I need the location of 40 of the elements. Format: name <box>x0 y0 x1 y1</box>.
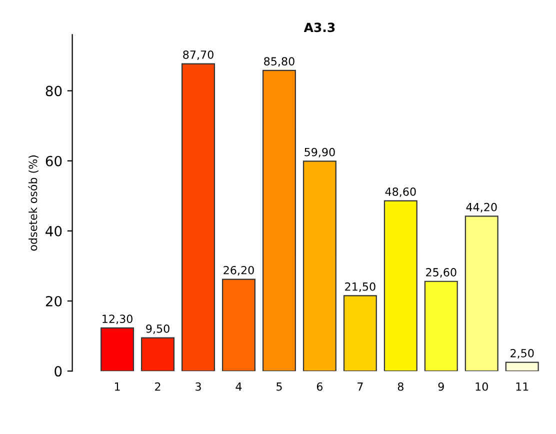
x-tick-label: 7 <box>358 382 363 391</box>
data-label: 12,30 <box>102 314 132 324</box>
y-tick-label: 60 <box>46 156 62 166</box>
data-label: 25,60 <box>426 268 456 278</box>
chart-title: A3.3 <box>304 22 335 32</box>
x-tick-label: 8 <box>398 382 404 391</box>
y-tick-label: 80 <box>46 86 62 96</box>
bar <box>384 200 418 372</box>
data-label: 87,70 <box>183 50 214 60</box>
x-tick-label: 11 <box>516 382 528 391</box>
y-tick-label: 0 <box>54 366 62 377</box>
data-label: 9,50 <box>146 324 170 334</box>
x-tick-label: 9 <box>438 382 444 391</box>
bar <box>100 327 134 372</box>
x-tick-label: 2 <box>155 382 160 391</box>
data-label: 85,80 <box>264 57 294 67</box>
x-tick-label: 3 <box>196 382 201 391</box>
data-label: 21,50 <box>345 282 376 292</box>
bar <box>262 70 296 372</box>
y-axis-title: odsetek osób (%) <box>28 155 38 251</box>
data-label: 44,20 <box>466 202 497 212</box>
data-label: 48,60 <box>385 187 416 197</box>
bar <box>182 63 216 372</box>
x-tick-label: 10 <box>476 382 488 391</box>
data-label: 2,50 <box>510 348 534 359</box>
x-tick-label: 1 <box>114 382 120 391</box>
y-tick-label: 20 <box>46 296 62 306</box>
bar <box>222 278 256 372</box>
bar <box>141 337 175 372</box>
bar <box>464 216 498 372</box>
bar <box>302 160 336 372</box>
bar <box>505 362 539 372</box>
bar <box>343 295 377 372</box>
data-label: 26,20 <box>224 266 254 276</box>
x-tick-label: 5 <box>276 382 282 391</box>
x-tick-label: 6 <box>316 382 323 391</box>
data-label: 59,90 <box>304 148 335 158</box>
bar <box>424 280 458 372</box>
y-tick-label: 40 <box>46 226 62 236</box>
x-tick-label: 4 <box>236 382 242 391</box>
